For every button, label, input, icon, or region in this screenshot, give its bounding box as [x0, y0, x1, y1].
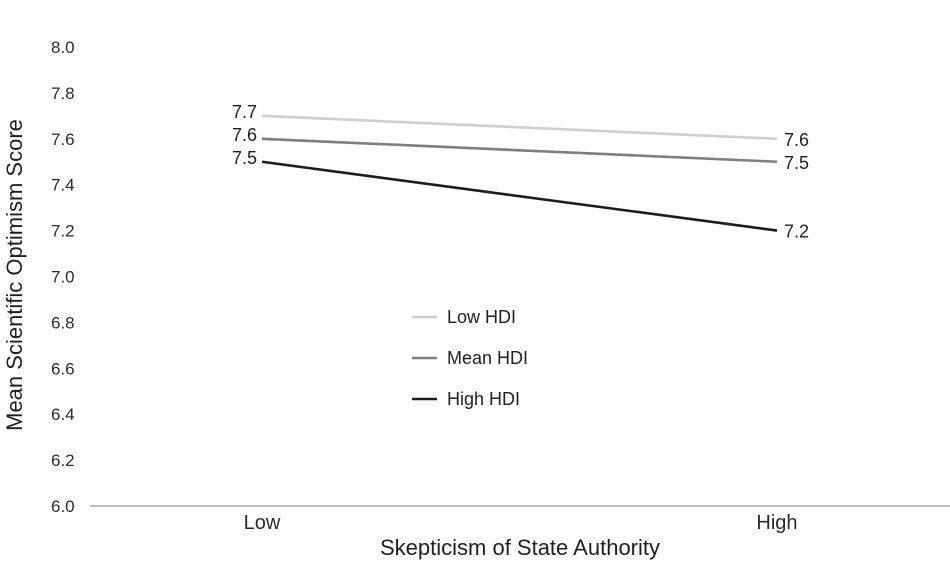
series-line — [261, 137, 778, 164]
x-axis-title: Skepticism of State Authority — [380, 535, 660, 560]
data-label: 7.6 — [784, 130, 809, 150]
data-label: 7.5 — [784, 153, 809, 173]
y-axis-title: Mean Scientific Optimism Score — [2, 119, 27, 431]
data-label: 7.2 — [784, 222, 809, 242]
data-label: 7.6 — [232, 125, 257, 145]
y-tick-label: 6.0 — [51, 497, 75, 516]
data-label: 7.7 — [232, 102, 257, 122]
y-tick-label: 8.0 — [51, 38, 75, 57]
data-label: 7.5 — [232, 148, 257, 168]
series-lines — [261, 114, 778, 232]
x-tick-label: Low — [244, 512, 281, 534]
legend-label: High HDI — [447, 389, 520, 409]
y-tick-label: 6.6 — [51, 359, 75, 378]
series-line — [261, 114, 778, 141]
legend-label: Mean HDI — [447, 348, 528, 368]
y-tick-label: 7.6 — [51, 130, 75, 149]
x-tick-label: High — [756, 512, 797, 534]
legend-label: Low HDI — [447, 307, 516, 327]
y-tick-label: 6.4 — [51, 405, 75, 424]
y-tick-label: 6.8 — [51, 313, 75, 332]
y-tick-label: 7.8 — [51, 84, 75, 103]
data-labels: 7.7 7.6 7.6 7.5 7.5 7.2 — [232, 102, 809, 242]
legend: Low HDI Mean HDI High HDI — [412, 307, 528, 409]
y-tick-label: 6.2 — [51, 451, 75, 470]
y-tick-label: 7.4 — [51, 176, 75, 195]
y-tick-label: 7.0 — [51, 268, 75, 287]
y-tick-label: 7.2 — [51, 222, 75, 241]
x-axis-ticks: Low High — [244, 512, 798, 534]
y-axis-ticks: 6.0 6.2 6.4 6.6 6.8 7.0 7.2 7.4 7.6 7.8 8.0 — [51, 38, 75, 516]
series-line — [261, 160, 778, 232]
